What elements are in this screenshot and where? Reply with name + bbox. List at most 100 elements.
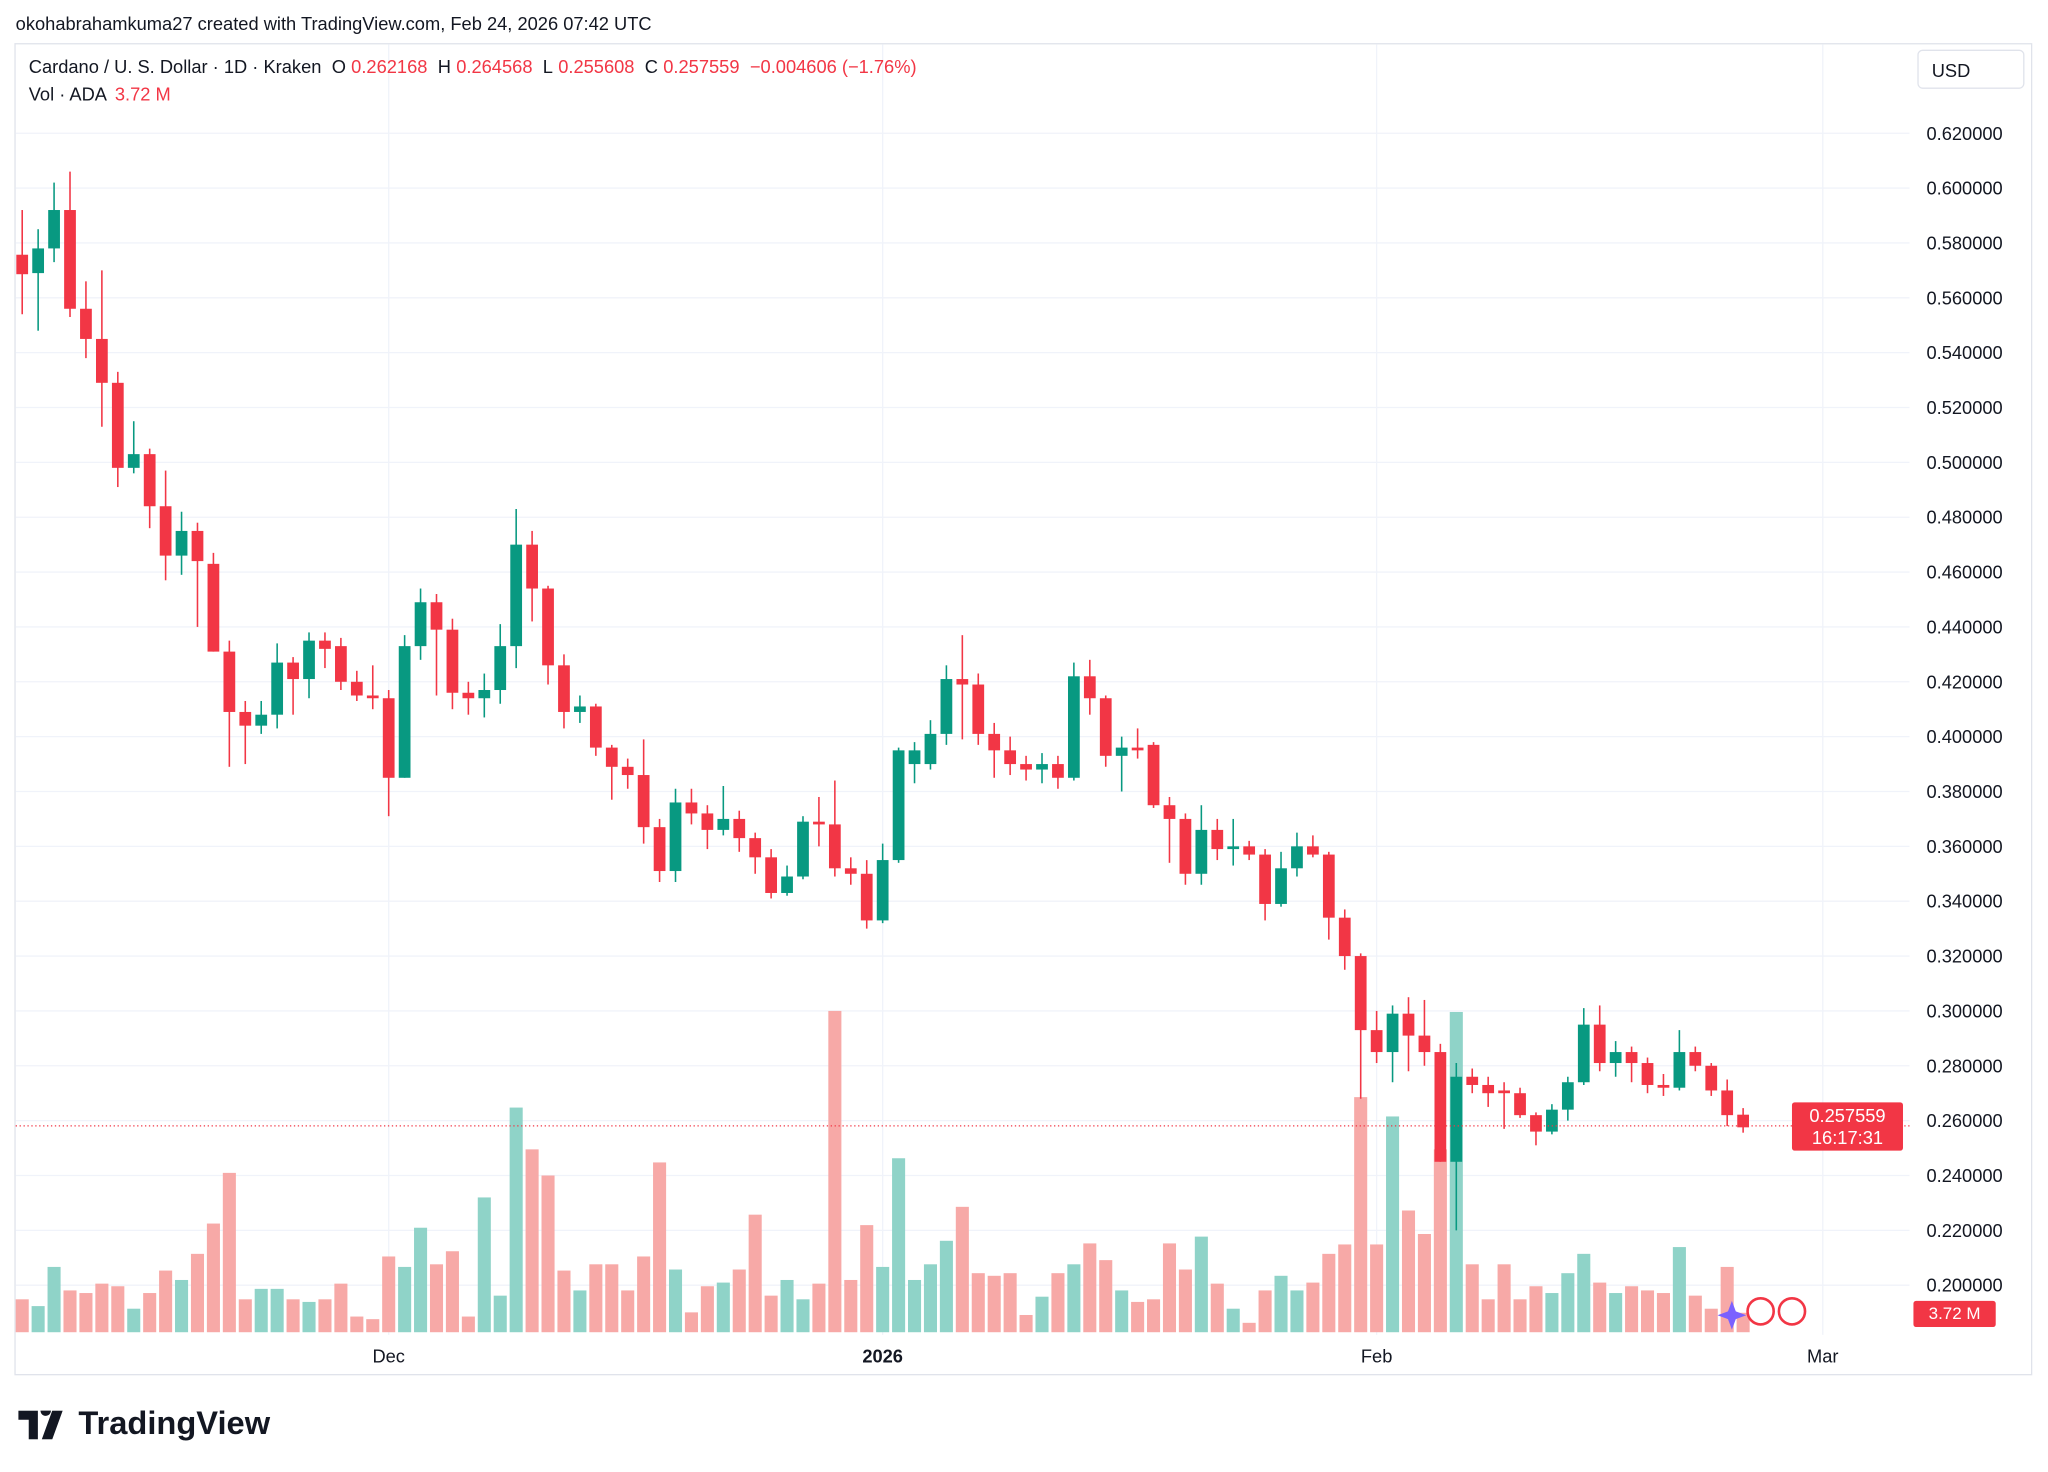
candle[interactable] [462, 681, 475, 715]
candle[interactable] [1450, 1063, 1463, 1231]
candle[interactable] [1482, 1076, 1495, 1107]
candle[interactable] [175, 511, 188, 575]
candle[interactable] [828, 780, 841, 877]
candle[interactable] [1721, 1079, 1734, 1127]
candle[interactable] [510, 508, 523, 669]
candle[interactable] [207, 552, 220, 652]
candle[interactable] [1307, 835, 1319, 858]
candle[interactable] [749, 832, 762, 874]
candle[interactable] [319, 632, 331, 669]
candle[interactable] [494, 624, 507, 704]
candle[interactable] [350, 670, 363, 701]
candle[interactable] [1179, 813, 1192, 885]
candle[interactable] [1514, 1087, 1526, 1118]
candle[interactable] [1370, 1010, 1383, 1064]
candle[interactable] [80, 281, 92, 359]
candle[interactable] [1609, 1041, 1622, 1077]
candle[interactable] [860, 860, 873, 929]
candle[interactable] [1322, 851, 1335, 940]
candle[interactable] [1291, 832, 1303, 877]
candle[interactable] [574, 695, 586, 723]
candle[interactable] [526, 530, 538, 622]
candle[interactable] [446, 618, 459, 710]
candle[interactable] [1418, 999, 1431, 1066]
candle[interactable] [1004, 736, 1017, 776]
candle[interactable] [940, 665, 953, 745]
candle[interactable] [430, 594, 443, 696]
candle[interactable] [605, 744, 618, 800]
candle[interactable] [64, 171, 76, 317]
candle[interactable] [1386, 1005, 1399, 1083]
candle[interactable] [1099, 695, 1112, 767]
candle[interactable] [414, 588, 427, 660]
candle[interactable] [781, 865, 793, 896]
candle[interactable] [1020, 755, 1032, 781]
candle[interactable] [382, 690, 395, 817]
candle[interactable] [95, 270, 108, 427]
candle[interactable] [271, 643, 284, 729]
candle[interactable] [1498, 1082, 1510, 1129]
candle[interactable] [685, 788, 698, 825]
candle[interactable] [542, 585, 554, 685]
candle[interactable] [1657, 1074, 1670, 1096]
candle[interactable] [1211, 818, 1224, 861]
candle[interactable] [972, 673, 985, 745]
candle[interactable] [48, 182, 60, 263]
candle[interactable] [335, 637, 347, 691]
candle[interactable] [908, 742, 921, 784]
candle[interactable] [1354, 953, 1367, 1099]
candle[interactable] [669, 788, 682, 883]
candle[interactable] [1402, 997, 1415, 1072]
candle[interactable] [1147, 742, 1160, 808]
candle[interactable] [1737, 1108, 1749, 1133]
candle[interactable] [1705, 1063, 1718, 1096]
candle[interactable] [1466, 1068, 1479, 1094]
candle[interactable] [1338, 909, 1351, 970]
candle[interactable] [844, 857, 857, 885]
candle[interactable] [159, 470, 172, 581]
candle[interactable] [1115, 736, 1128, 792]
candle[interactable] [223, 640, 236, 767]
candle[interactable] [1195, 805, 1208, 885]
candle[interactable] [1083, 659, 1096, 715]
candle[interactable] [1641, 1057, 1654, 1094]
candle[interactable] [1163, 796, 1176, 863]
candle[interactable] [478, 673, 491, 718]
candle[interactable] [1561, 1076, 1574, 1121]
candle[interactable] [32, 229, 45, 331]
candle[interactable] [1546, 1104, 1558, 1135]
candle[interactable] [303, 632, 315, 699]
candle[interactable] [717, 786, 730, 836]
candle[interactable] [111, 371, 124, 488]
candle[interactable] [653, 818, 666, 883]
candle[interactable] [16, 210, 29, 315]
candle[interactable] [1067, 662, 1080, 781]
candle[interactable] [1434, 1043, 1447, 1162]
candle[interactable] [366, 665, 379, 710]
candle[interactable] [287, 657, 299, 715]
candle[interactable] [621, 758, 634, 789]
candle[interactable] [892, 747, 905, 863]
candle[interactable] [1052, 755, 1064, 789]
candle[interactable] [1275, 851, 1287, 907]
candle[interactable] [1625, 1046, 1638, 1083]
candle[interactable] [398, 635, 411, 778]
candle[interactable] [143, 448, 156, 529]
currency-button[interactable]: USD [1917, 49, 2025, 89]
candle[interactable] [239, 700, 252, 765]
candle[interactable] [765, 849, 777, 899]
candle[interactable] [924, 720, 937, 770]
candle[interactable] [1689, 1046, 1702, 1072]
candle[interactable] [1227, 818, 1240, 866]
candle[interactable] [813, 796, 825, 847]
candle[interactable] [637, 739, 650, 844]
tradingview-logo[interactable]: TradingView [18, 1405, 270, 1443]
candle[interactable] [1259, 849, 1271, 921]
candle[interactable] [255, 700, 268, 734]
candle[interactable] [127, 421, 140, 474]
candle[interactable] [589, 703, 602, 756]
candle[interactable] [1530, 1112, 1542, 1146]
candle[interactable] [1036, 753, 1048, 784]
candle[interactable] [1131, 728, 1144, 759]
